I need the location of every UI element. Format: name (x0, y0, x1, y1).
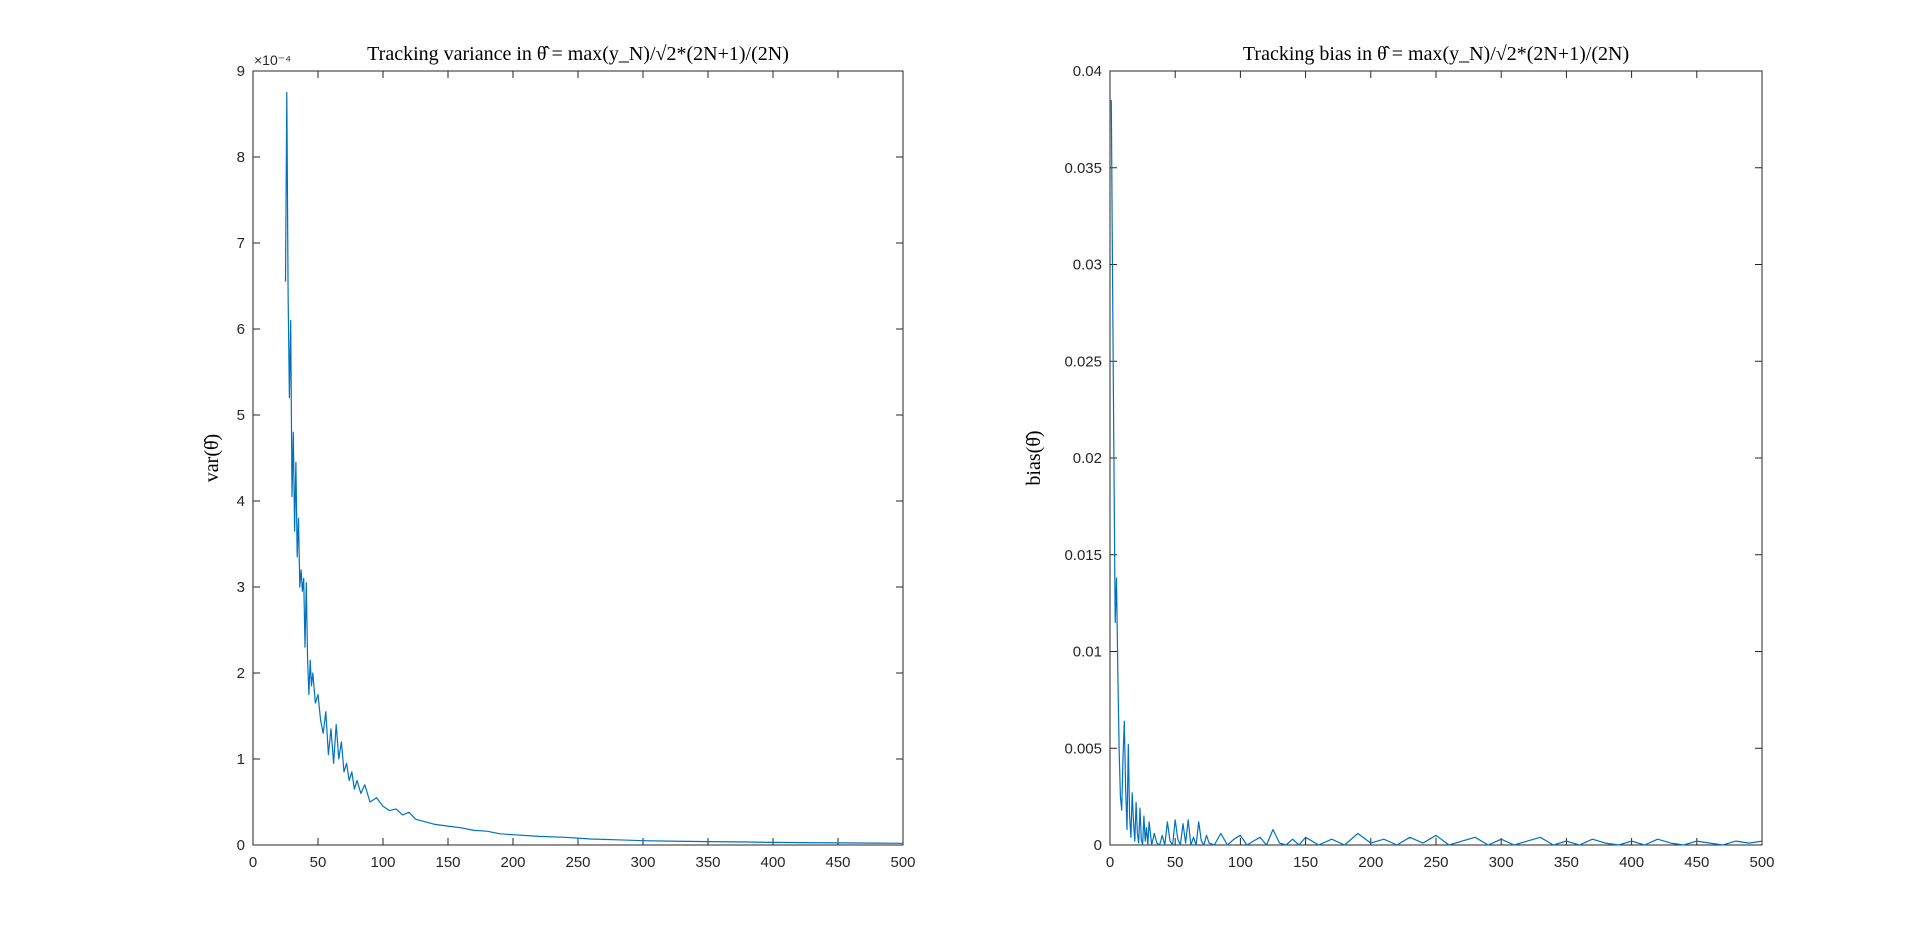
bias-plot-box (1109, 70, 1763, 846)
variance-axes: 0 50 100 150 200 250 300 350 400 450 500 0 1 2 3 4 5 6 7 8 9… (201, 43, 916, 871)
bias-x-tick-label: 450 (1684, 854, 1709, 871)
variance-y-tick-label: 0 (237, 837, 245, 854)
variance-x-tick-label: 0 (249, 854, 257, 871)
variance-x-tick-label: 450 (825, 854, 850, 871)
bias-series-line (1110, 99, 1763, 846)
variance-x-tick-label: 250 (565, 854, 590, 871)
bias-x-tick-label: 150 (1293, 854, 1318, 871)
variance-x-tick-label: 500 (890, 854, 915, 871)
variance-y-tick-label: 9 (237, 63, 245, 80)
bias-x-tick-label: 400 (1619, 854, 1644, 871)
variance-x-tick-label: 200 (500, 854, 525, 871)
bias-y-tick-label: 0.015 (1064, 547, 1102, 564)
bias-axes: 0 50 100 150 200 250 300 350 400 450 500 0 0.005 0.01… (1023, 43, 1775, 871)
variance-series-line (284, 91, 904, 844)
variance-x-tick-label: 150 (435, 854, 460, 871)
bias-chart-title: Tracking bias in θ̂ = max(y_N)/√2*(2N+1)… (1243, 43, 1629, 65)
variance-y-tick-label: 8 (237, 149, 245, 166)
bias-x-tick-label: 0 (1106, 854, 1114, 871)
bias-x-tick-label: 100 (1228, 854, 1253, 871)
bias-x-tick-label: 500 (1749, 854, 1774, 871)
variance-y-tick-label: 5 (237, 407, 245, 424)
bias-y-tick-label: 0.03 (1073, 257, 1102, 274)
variance-exponent-label: ×10⁻⁴ (254, 52, 291, 68)
bias-y-tick-label: 0.04 (1073, 63, 1102, 80)
variance-x-tick-label: 350 (695, 854, 720, 871)
variance-y-tick-label: 2 (237, 665, 245, 682)
bias-y-tick-label: 0.025 (1064, 353, 1102, 370)
variance-plot-box (252, 70, 904, 846)
bias-y-tick-label: 0.02 (1073, 450, 1102, 467)
variance-x-tick-label: 400 (760, 854, 785, 871)
variance-x-tick-label: 50 (310, 854, 327, 871)
variance-y-tick-label: 3 (237, 579, 245, 596)
variance-chart-title: Tracking variance in θ̂ = max(y_N)/√2*(2… (367, 43, 789, 65)
variance-y-tick-label: 1 (237, 751, 245, 768)
bias-x-tick-label: 300 (1489, 854, 1514, 871)
bias-y-tick-label: 0.005 (1064, 740, 1102, 757)
bias-x-tick-label: 250 (1423, 854, 1448, 871)
variance-y-axis-label: var(θ̂) (201, 434, 223, 482)
variance-x-tick-label: 300 (630, 854, 655, 871)
variance-y-tick-label: 6 (237, 321, 245, 338)
variance-y-tick-label: 7 (237, 235, 245, 252)
bias-x-tick-label: 200 (1358, 854, 1383, 871)
bias-x-tick-label: 50 (1167, 854, 1184, 871)
bias-y-tick-label: 0.01 (1073, 644, 1102, 661)
bias-x-tick-label: 350 (1554, 854, 1579, 871)
bias-y-axis-label: bias(θ̂) (1023, 430, 1045, 485)
bias-y-tick-label: 0.035 (1064, 160, 1102, 177)
variance-y-tick-label: 4 (237, 493, 245, 510)
bias-y-tick-label: 0 (1094, 837, 1102, 854)
variance-x-tick-label: 100 (370, 854, 395, 871)
